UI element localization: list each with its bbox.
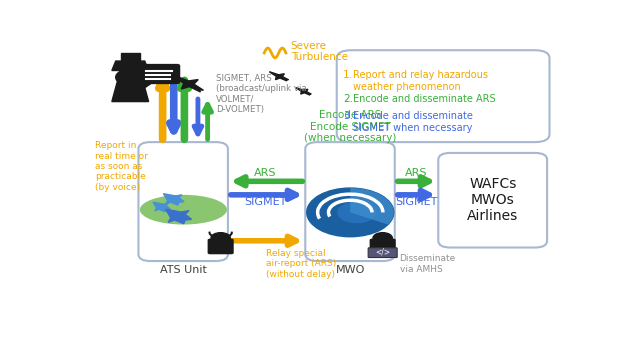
Text: SIGMET, ARS
(broadcast/uplink via
VOLMET/
D-VOLMET): SIGMET, ARS (broadcast/uplink via VOLMET… <box>216 74 306 114</box>
Polygon shape <box>165 209 192 224</box>
Text: Encode ARS
Encode SIGMET
(when necessary): Encode ARS Encode SIGMET (when necessary… <box>304 110 396 144</box>
FancyBboxPatch shape <box>139 142 228 261</box>
FancyBboxPatch shape <box>369 239 396 254</box>
Text: </>: </> <box>375 248 390 257</box>
Text: Relay special
air-report (ARS)
(without delay): Relay special air-report (ARS) (without … <box>266 249 336 279</box>
FancyBboxPatch shape <box>438 153 547 247</box>
Text: Report and relay hazardous
weather phenomenon: Report and relay hazardous weather pheno… <box>353 71 488 92</box>
Polygon shape <box>144 82 153 88</box>
FancyBboxPatch shape <box>305 142 395 261</box>
Text: Encode and disseminate ARS: Encode and disseminate ARS <box>353 94 495 104</box>
Polygon shape <box>153 202 170 212</box>
Circle shape <box>373 233 392 244</box>
Text: SIGMET: SIGMET <box>396 197 437 207</box>
Polygon shape <box>112 79 149 101</box>
FancyBboxPatch shape <box>208 239 234 254</box>
Text: WAFCs
MWOs
Airlines: WAFCs MWOs Airlines <box>467 177 519 224</box>
Circle shape <box>211 233 230 244</box>
Polygon shape <box>120 53 140 61</box>
Text: 3.: 3. <box>343 111 353 121</box>
Text: SIGMET: SIGMET <box>245 197 287 207</box>
Text: 2.: 2. <box>343 94 353 104</box>
Text: Disseminate
via AMHS: Disseminate via AMHS <box>399 254 456 274</box>
Circle shape <box>307 188 394 237</box>
Circle shape <box>337 201 376 223</box>
Text: 1.: 1. <box>343 71 353 80</box>
Ellipse shape <box>140 195 227 225</box>
Polygon shape <box>173 75 203 92</box>
FancyBboxPatch shape <box>368 248 397 258</box>
Text: Encode and disseminate
SIGMET when necessary: Encode and disseminate SIGMET when neces… <box>353 111 472 133</box>
Circle shape <box>115 69 145 85</box>
Polygon shape <box>163 194 184 205</box>
Polygon shape <box>296 88 311 95</box>
Wedge shape <box>350 188 394 225</box>
Text: ARS: ARS <box>255 168 277 178</box>
Text: Severe
Turbulence: Severe Turbulence <box>291 41 348 62</box>
Polygon shape <box>270 72 288 81</box>
Text: ARS: ARS <box>405 168 428 178</box>
FancyBboxPatch shape <box>337 50 550 142</box>
Text: ATS Unit: ATS Unit <box>160 265 207 276</box>
Polygon shape <box>112 61 149 71</box>
Text: Report in
real time or
as soon as
practicable
(by voice): Report in real time or as soon as practi… <box>95 141 148 192</box>
FancyBboxPatch shape <box>136 65 180 84</box>
Text: MWO: MWO <box>336 265 365 276</box>
